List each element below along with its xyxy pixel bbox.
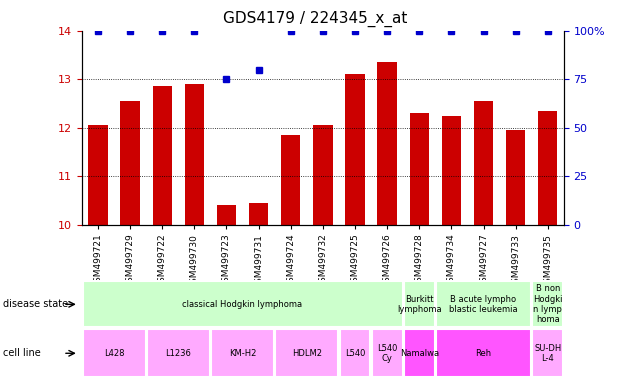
Bar: [217, 205, 236, 225]
Text: L540: L540: [345, 349, 365, 358]
Bar: [152, 86, 172, 225]
Text: B acute lympho
blastic leukemia: B acute lympho blastic leukemia: [449, 295, 518, 314]
Bar: [377, 62, 397, 225]
FancyBboxPatch shape: [83, 281, 403, 327]
FancyBboxPatch shape: [147, 329, 210, 377]
FancyBboxPatch shape: [436, 281, 531, 327]
Bar: [410, 113, 429, 225]
Text: cell line: cell line: [3, 348, 41, 358]
FancyBboxPatch shape: [404, 329, 435, 377]
Bar: [313, 125, 333, 225]
FancyBboxPatch shape: [340, 329, 370, 377]
Bar: [506, 130, 525, 225]
FancyBboxPatch shape: [532, 281, 563, 327]
FancyBboxPatch shape: [372, 329, 403, 377]
Text: GDS4179 / 224345_x_at: GDS4179 / 224345_x_at: [223, 11, 407, 27]
FancyBboxPatch shape: [404, 281, 435, 327]
FancyBboxPatch shape: [211, 329, 274, 377]
Text: SU-DH
L-4: SU-DH L-4: [534, 344, 561, 363]
Text: HDLM2: HDLM2: [292, 349, 322, 358]
Text: Namalwa: Namalwa: [399, 349, 439, 358]
FancyBboxPatch shape: [436, 329, 531, 377]
FancyBboxPatch shape: [83, 329, 146, 377]
Text: classical Hodgkin lymphoma: classical Hodgkin lymphoma: [183, 300, 302, 309]
Bar: [474, 101, 493, 225]
Text: L540
Cy: L540 Cy: [377, 344, 398, 363]
Bar: [249, 203, 268, 225]
Bar: [538, 111, 558, 225]
Text: disease state: disease state: [3, 299, 68, 310]
Text: Burkitt
lymphoma: Burkitt lymphoma: [397, 295, 442, 314]
Bar: [185, 84, 204, 225]
FancyBboxPatch shape: [275, 329, 338, 377]
Text: L428: L428: [104, 349, 124, 358]
Bar: [88, 125, 108, 225]
Bar: [442, 116, 461, 225]
FancyBboxPatch shape: [532, 329, 563, 377]
Bar: [120, 101, 140, 225]
Text: KM-H2: KM-H2: [229, 349, 256, 358]
Text: B non
Hodgki
n lymp
homa: B non Hodgki n lymp homa: [533, 284, 563, 324]
Text: Reh: Reh: [476, 349, 491, 358]
Text: L1236: L1236: [165, 349, 192, 358]
Bar: [345, 74, 365, 225]
Bar: [281, 135, 301, 225]
